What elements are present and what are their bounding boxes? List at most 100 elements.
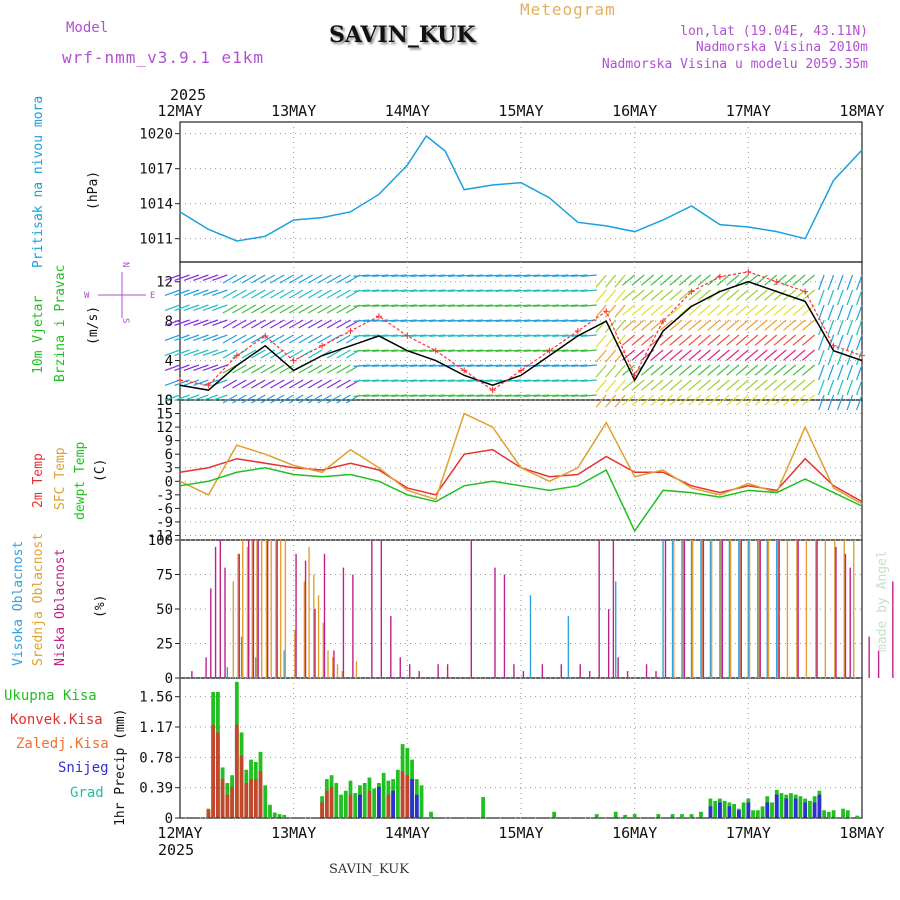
wind-arrow [614, 364, 626, 378]
wind-arrow [362, 364, 379, 367]
wind-gust-marker [290, 357, 297, 364]
wind-arrow [697, 379, 711, 391]
wind-arrow [438, 334, 455, 337]
wind-arrow [614, 274, 626, 288]
temp-line-1 [179, 412, 863, 505]
wind-arrow [855, 349, 863, 366]
wind-arrow [571, 274, 588, 277]
wind-arrow [837, 379, 844, 396]
wind-arrow [735, 364, 749, 376]
wind-arrow [251, 364, 266, 374]
wind-arrow [837, 364, 844, 381]
wind-arrow [164, 319, 181, 327]
wind-arrow [827, 379, 835, 396]
wind-arrow [631, 289, 645, 301]
precip-bar [400, 771, 405, 818]
precip-bar [755, 810, 760, 818]
wind-arrow [279, 394, 294, 404]
wind-arrow [837, 394, 844, 411]
precip-bar [623, 814, 628, 818]
wind-arrow [688, 274, 702, 286]
wind-arrow [270, 319, 285, 329]
wind-arrow [659, 349, 673, 361]
cloud-label-high: Visoka Oblacnost [11, 541, 26, 666]
wind-arrow [837, 274, 844, 291]
wind-arrow [353, 364, 370, 367]
wind-arrow [754, 394, 768, 406]
footer-station: SAVIN_KUK [329, 862, 409, 877]
wind-title-2: Brzina i Pravac [53, 265, 68, 382]
wind-arrow [193, 379, 209, 387]
wind-arrow [241, 304, 257, 314]
wind-arrow [164, 289, 181, 297]
precip-bar [239, 755, 244, 818]
precip-bar [377, 786, 381, 818]
wind-arrow [336, 364, 351, 374]
wind-arrow [326, 289, 342, 299]
precip-bar [277, 814, 282, 818]
wind-arrow [202, 319, 219, 327]
wind-arrow [353, 394, 370, 397]
wind-arrow [533, 334, 550, 337]
wind-arrow [260, 319, 276, 329]
wind-arrow [279, 289, 294, 299]
wind-arrow [438, 349, 455, 352]
wind-arrow [580, 274, 597, 277]
wind-arrow [307, 289, 323, 299]
wind-arrow [448, 319, 465, 322]
wind-arrow [640, 334, 654, 346]
wind-arrow [754, 304, 768, 316]
pressure-title: Pritisak na nivou mora [31, 96, 46, 268]
wind-arrow [438, 304, 455, 307]
wind-arrow [773, 379, 787, 391]
wind-arrow [688, 349, 702, 361]
wind-arrow [818, 304, 825, 321]
wind-arrow [260, 364, 276, 374]
wind-arrow [614, 349, 626, 363]
wind-arrow [174, 319, 190, 327]
top-date-label: 17MAY [726, 102, 771, 120]
wind-arrow [726, 379, 740, 391]
wind-arrow [735, 289, 749, 301]
wind-arrow [232, 304, 247, 314]
wind-arrow [688, 289, 702, 301]
wind-arrow [362, 379, 379, 382]
wind-arrow [448, 394, 465, 397]
wind-arrow [688, 379, 702, 391]
wind-arrow [818, 334, 825, 351]
wind-arrow [222, 334, 238, 344]
wind-arrow [381, 304, 398, 307]
wind-arrow [183, 364, 200, 372]
wind-arrow [457, 304, 474, 307]
wind-arrow [622, 274, 636, 286]
wind-arrow [678, 274, 692, 286]
temp-label-dewpt: dewpt Temp [73, 442, 88, 520]
wind-arrow [707, 334, 721, 346]
wind-arrow [745, 274, 759, 286]
wind-arrow [801, 379, 816, 391]
wind-arrow [659, 379, 673, 391]
wind-arrow [193, 349, 209, 357]
wind-arrow [457, 364, 474, 367]
top-date-labels: 12MAY 13MAY 14MAY 15MAY 16MAY 17MAY 18MAY [157, 102, 884, 120]
precip-bar [822, 810, 827, 818]
cloud-tick-label: 100 [148, 533, 173, 549]
precip-bar [348, 794, 353, 818]
wind-arrow [438, 319, 455, 322]
wind-arrow [476, 394, 493, 397]
wind-arrow [260, 274, 276, 284]
wind-arrow [372, 334, 389, 337]
wind-arrow [571, 394, 588, 397]
wind-arrow [391, 289, 408, 292]
wind-arrow [514, 394, 531, 397]
wind-arrow [495, 319, 512, 322]
wind-arrow [773, 334, 787, 346]
wind-arrow [438, 274, 455, 277]
wind-arrow [279, 304, 294, 314]
wind-arrow [212, 274, 228, 282]
wind-arrow [270, 304, 285, 314]
wind-arrow [174, 349, 190, 357]
wind-arrow [580, 379, 597, 382]
wind-gust-marker [404, 332, 411, 339]
precip-bar [613, 811, 618, 818]
